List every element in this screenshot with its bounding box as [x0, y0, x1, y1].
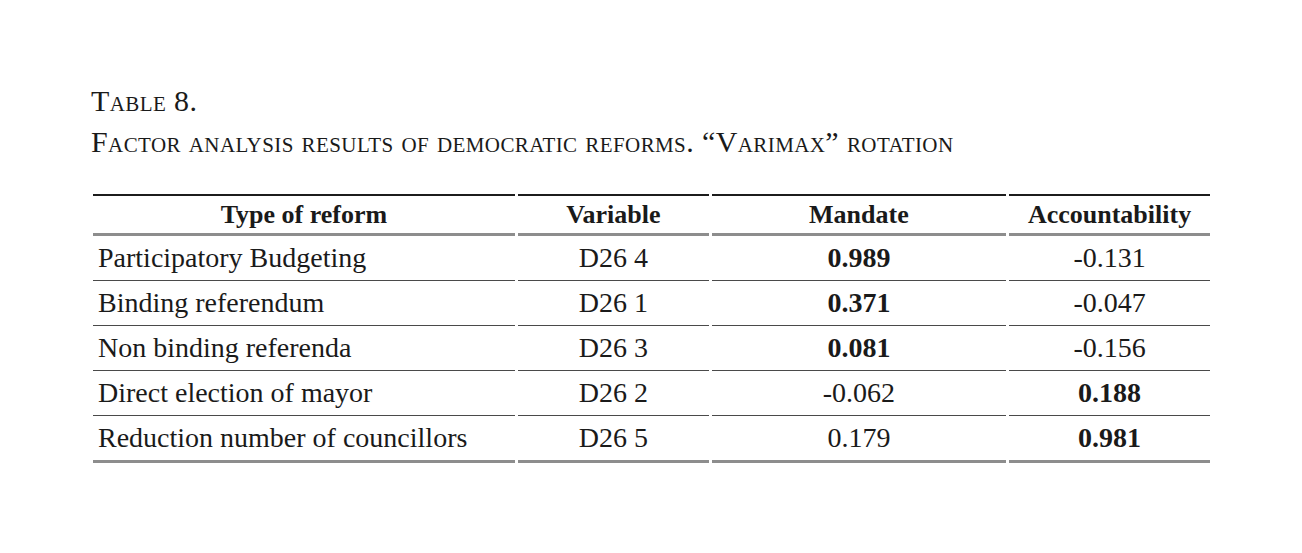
accountability-cell: 0.188 [1009, 371, 1210, 416]
header-row: Type of reform Variable Mandate Accounta… [93, 194, 1210, 236]
mandate-cell: -0.062 [712, 371, 1006, 416]
header-variable: Variable [518, 194, 709, 236]
accountability-cell: -0.047 [1009, 281, 1210, 326]
header-mandate: Mandate [712, 194, 1006, 236]
reform-cell: Reduction number of councillors [93, 416, 515, 463]
header-type-of-reform: Type of reform [93, 194, 515, 236]
variable-cell: D26 5 [518, 416, 709, 463]
accountability-cell: -0.131 [1009, 236, 1210, 281]
header-accountability: Accountability [1009, 194, 1210, 236]
table-row: Direct election of mayor D26 2 -0.062 0.… [93, 371, 1210, 416]
variable-cell: D26 4 [518, 236, 709, 281]
table-caption-number: Table 8. [91, 80, 953, 121]
accountability-cell: 0.981 [1009, 416, 1210, 463]
table-row: Binding referendum D26 1 0.371 -0.047 [93, 281, 1210, 326]
mandate-cell: 0.371 [712, 281, 1006, 326]
variable-cell: D26 1 [518, 281, 709, 326]
accountability-cell: -0.156 [1009, 326, 1210, 371]
factor-analysis-table: Type of reform Variable Mandate Accounta… [90, 194, 1213, 463]
table-caption-title: Factor analysis results of democratic re… [91, 121, 953, 162]
reform-cell: Binding referendum [93, 281, 515, 326]
table-row: Participatory Budgeting D26 4 0.989 -0.1… [93, 236, 1210, 281]
table-row: Reduction number of councillors D26 5 0.… [93, 416, 1210, 463]
table-caption: Table 8. Factor analysis results of demo… [91, 80, 953, 162]
reform-cell: Direct election of mayor [93, 371, 515, 416]
variable-cell: D26 2 [518, 371, 709, 416]
table-row: Non binding referenda D26 3 0.081 -0.156 [93, 326, 1210, 371]
mandate-cell: 0.179 [712, 416, 1006, 463]
reform-cell: Non binding referenda [93, 326, 515, 371]
mandate-cell: 0.989 [712, 236, 1006, 281]
variable-cell: D26 3 [518, 326, 709, 371]
reform-cell: Participatory Budgeting [93, 236, 515, 281]
mandate-cell: 0.081 [712, 326, 1006, 371]
